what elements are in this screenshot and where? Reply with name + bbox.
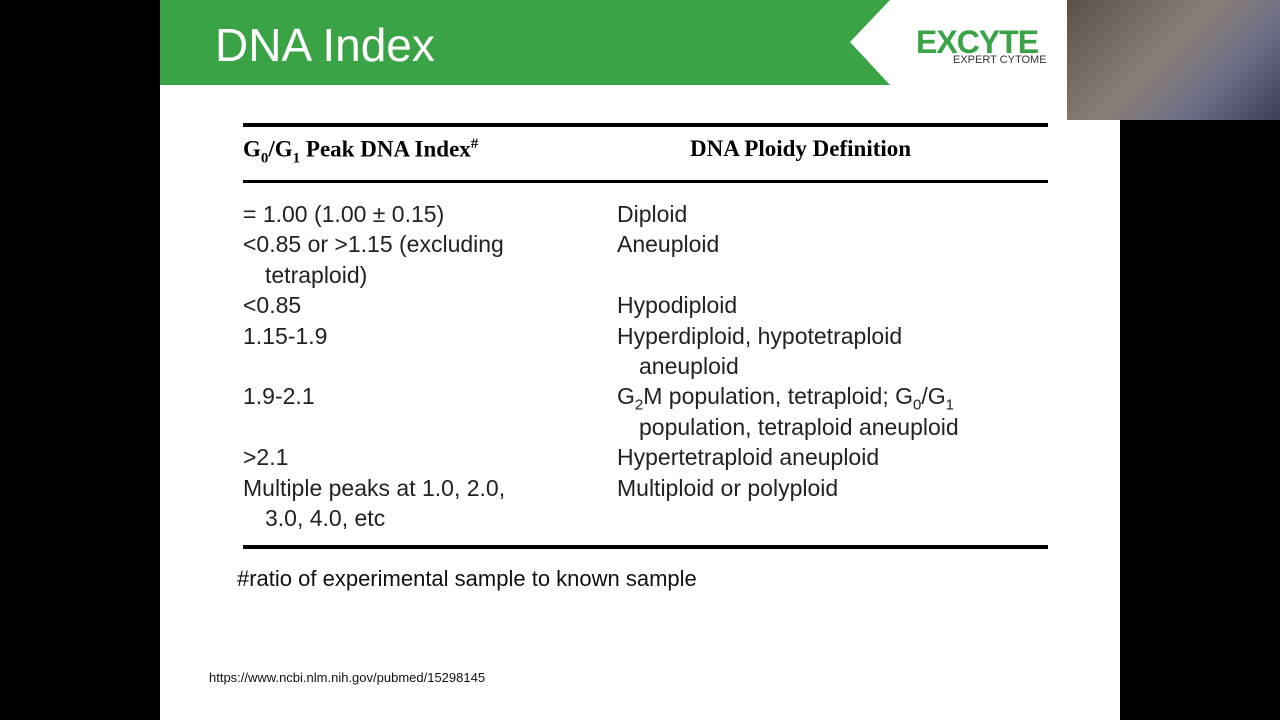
cell-line: 1.15-1.9 bbox=[243, 322, 328, 349]
subscript: 0 bbox=[260, 150, 269, 167]
subscript: 1 bbox=[292, 150, 301, 167]
footnote: #ratio of experimental sample to known s… bbox=[237, 566, 697, 591]
cell-line: <0.85 or >1.15 (excluding bbox=[243, 231, 504, 258]
cell-line: G2M population, tetraploid; G0/G1 bbox=[617, 381, 954, 421]
cell-line: <0.85 bbox=[243, 292, 302, 319]
cell-line: tetraploid) bbox=[265, 261, 368, 288]
cell-line: Multiploid or polyploid bbox=[617, 474, 839, 501]
table-rule bbox=[243, 180, 1048, 183]
slide bbox=[160, 0, 1120, 720]
column-header: G0/G1 Peak DNA Index# bbox=[243, 136, 478, 167]
cell-line: 1.9-2.1 bbox=[243, 383, 315, 410]
slide-title: DNA Index bbox=[215, 19, 435, 71]
logo-name: EXCYTE bbox=[916, 24, 1039, 60]
subscript: 1 bbox=[945, 396, 954, 414]
subscript: 2 bbox=[634, 396, 644, 414]
subscript: 0 bbox=[913, 396, 922, 414]
column-header: DNA Ploidy Definition bbox=[690, 136, 912, 161]
header-band bbox=[160, 0, 890, 85]
cell-line: Diploid bbox=[617, 201, 688, 227]
text: M population, tetraploid; G bbox=[643, 383, 914, 410]
text: /G bbox=[268, 136, 293, 162]
cell-line: aneuploid bbox=[639, 353, 739, 379]
cell-line: population, tetraploid aneuploid bbox=[639, 413, 959, 440]
superscript: # bbox=[470, 136, 479, 152]
cell-line: Aneuploid bbox=[617, 231, 720, 258]
cell-line: Hyperdiploid, hypotetraploid bbox=[617, 322, 903, 349]
logo-tagline: EXPERT CYTOME bbox=[953, 54, 1047, 66]
webcam-feed bbox=[1067, 0, 1280, 120]
cell-line: >2.1 bbox=[243, 444, 289, 471]
text: /G bbox=[921, 383, 946, 410]
cell-line: Hypodiploid bbox=[617, 292, 738, 319]
cell-line: 3.0, 4.0, etc bbox=[265, 505, 386, 531]
cell-line: Multiple peaks at 1.0, 2.0, bbox=[243, 474, 506, 501]
text: G bbox=[243, 136, 261, 162]
text: G bbox=[617, 383, 635, 410]
text: Peak DNA Index bbox=[300, 136, 471, 162]
source-url: https://www.ncbi.nlm.nih.gov/pubmed/1529… bbox=[209, 670, 486, 685]
table-rule bbox=[243, 123, 1048, 127]
cell-line: = 1.00 (1.00 ± 0.15) bbox=[243, 201, 445, 227]
table-rule bbox=[243, 545, 1048, 549]
cell-line: Hypertetraploid aneuploid bbox=[617, 444, 880, 471]
